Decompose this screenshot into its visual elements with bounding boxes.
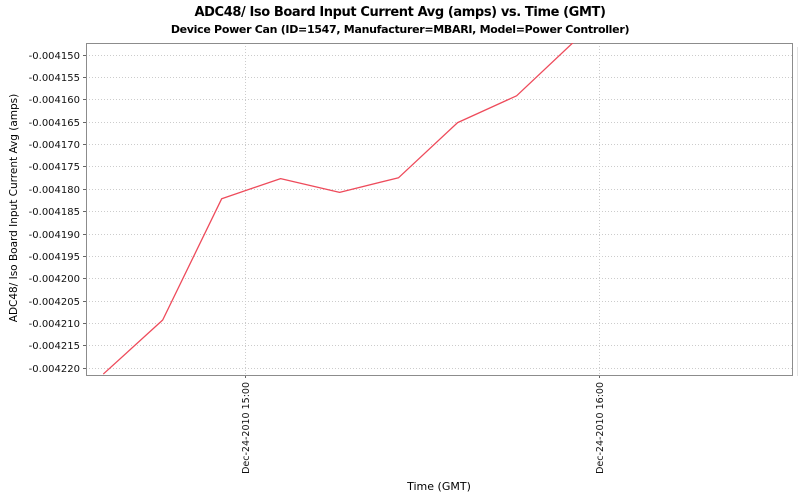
y-axis-title: ADC48/ Iso Board Input Current Avg (amps…: [8, 93, 20, 323]
y-tick-label: -0.004180: [29, 185, 80, 196]
y-tick-label: -0.004200: [29, 274, 80, 285]
y-tick-label: -0.004220: [29, 364, 80, 375]
y-tick-label: -0.004195: [29, 252, 80, 263]
y-tick-label: -0.004155: [29, 73, 80, 84]
y-tick-label: -0.004215: [29, 341, 80, 352]
y-tick-label: -0.004160: [29, 95, 80, 106]
y-tick-label: -0.004205: [29, 297, 80, 308]
y-tick-label: -0.004165: [29, 118, 80, 129]
y-tick-label: -0.004185: [29, 207, 80, 218]
x-axis-title: Time (GMT): [407, 480, 471, 493]
chart-title: ADC48/ Iso Board Input Current Avg (amps…: [194, 5, 606, 20]
y-tick-label: -0.004175: [29, 162, 80, 173]
y-tick-label: -0.004190: [29, 230, 80, 241]
plot-border: [86, 43, 793, 376]
x-tick-label: Dec-24-2010 16:00: [595, 382, 606, 474]
series-line: [103, 43, 574, 375]
y-tick-label: -0.004150: [29, 51, 80, 62]
x-tick-label: Dec-24-2010 15:00: [241, 382, 252, 474]
chart-subtitle: Device Power Can (ID=1547, Manufacturer=…: [170, 23, 630, 36]
y-tick-label: -0.004170: [29, 140, 80, 151]
y-tick-label: -0.004210: [29, 319, 80, 330]
